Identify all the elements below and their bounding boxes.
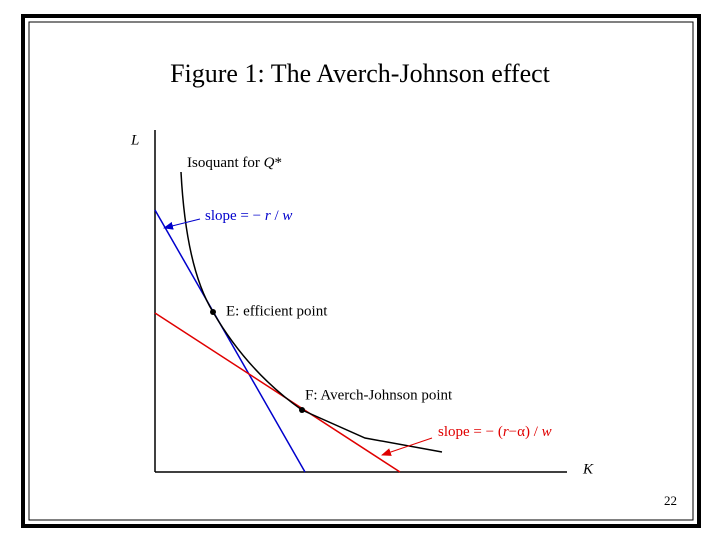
label-part: Q bbox=[264, 155, 275, 171]
label-part: / bbox=[271, 208, 283, 224]
blue-isocost-line bbox=[154, 209, 306, 473]
blue-slope-label: slope = − r / w bbox=[205, 208, 292, 224]
label-part: slope = − bbox=[205, 208, 265, 224]
label-part: w bbox=[282, 208, 292, 224]
title: Figure 1: The Averch-Johnson effect bbox=[170, 59, 551, 88]
red-slope-label: slope = − (r−α) / w bbox=[438, 424, 552, 440]
red-arrow bbox=[381, 437, 433, 456]
isoquant-label: Isoquant for Q* bbox=[187, 155, 282, 171]
label-part: Isoquant for bbox=[187, 155, 264, 171]
label-part: w bbox=[542, 424, 552, 440]
label-part: * bbox=[275, 155, 283, 171]
frame-inner bbox=[28, 21, 694, 521]
point-f-label: F: Averch-Johnson point bbox=[305, 387, 453, 403]
point-e-label: E: efficient point bbox=[226, 303, 328, 319]
point-f bbox=[299, 407, 305, 413]
label-part: −α) / bbox=[509, 424, 542, 440]
point-e bbox=[210, 309, 216, 315]
frame-outer bbox=[21, 14, 701, 528]
red-isocost-line bbox=[154, 312, 401, 473]
label-part: r bbox=[265, 208, 271, 224]
y-axis-label: L bbox=[130, 132, 139, 148]
label-part: slope = − ( bbox=[438, 424, 503, 440]
page-number: 22 bbox=[664, 493, 677, 508]
blue-arrow bbox=[163, 218, 201, 230]
x-axis-label: K bbox=[582, 461, 594, 477]
label-part: r bbox=[503, 424, 509, 440]
